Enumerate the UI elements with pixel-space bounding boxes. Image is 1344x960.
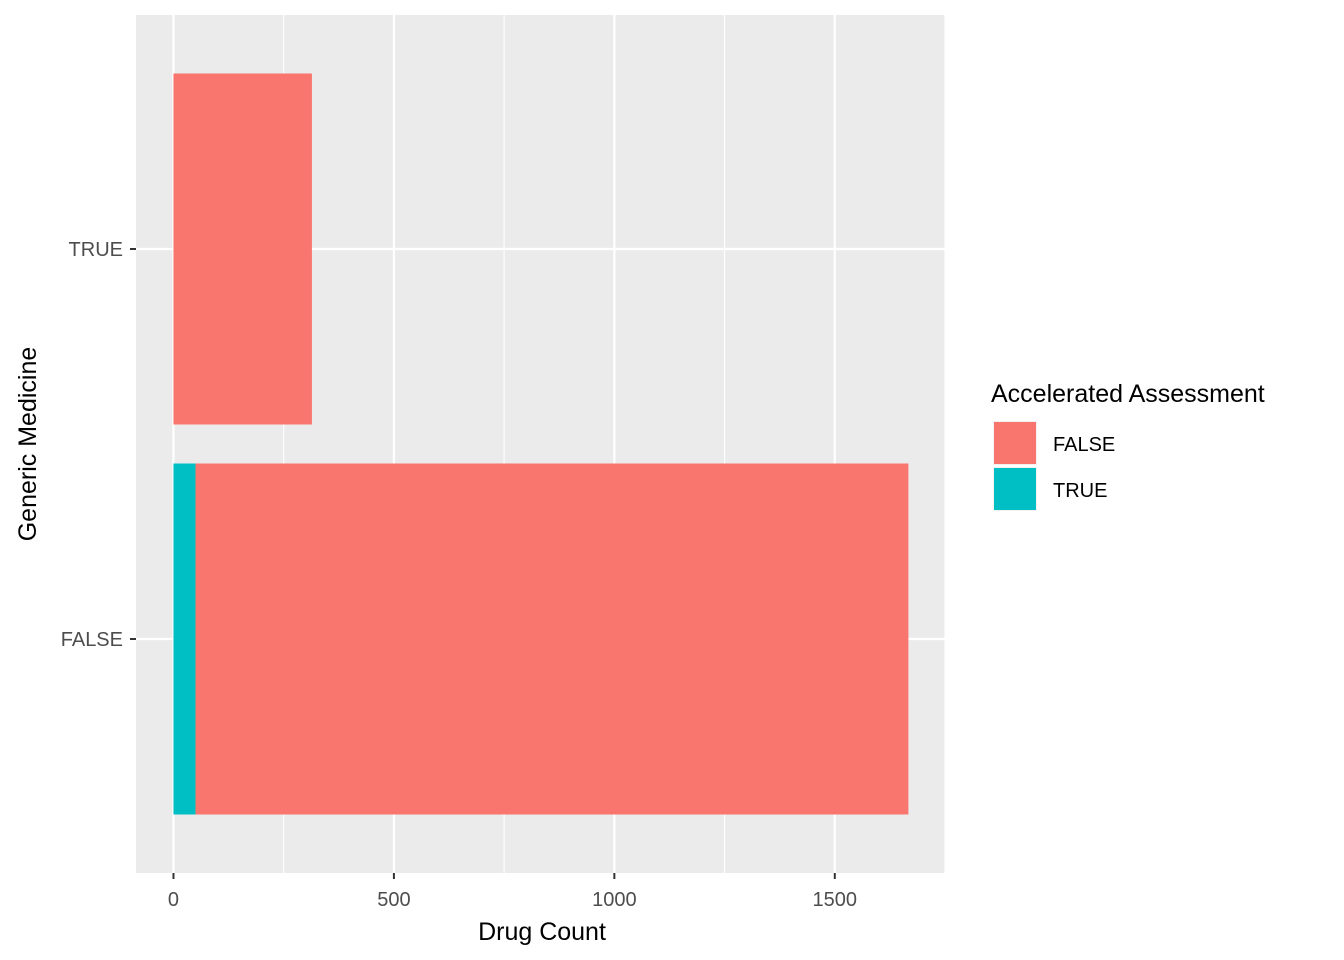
legend-swatch-true bbox=[994, 468, 1036, 510]
x-tick-label: 1000 bbox=[592, 889, 637, 911]
x-axis: 0 500 1000 1500 bbox=[168, 873, 857, 911]
legend-title: Accelerated Assessment bbox=[991, 380, 1265, 408]
x-tick-label: 500 bbox=[377, 889, 410, 911]
y-axis: FALSE TRUE bbox=[61, 239, 136, 651]
bars bbox=[173, 73, 909, 815]
x-tick-label: 0 bbox=[168, 889, 179, 911]
bar-false-false bbox=[195, 463, 909, 815]
legend-swatch-false bbox=[994, 422, 1036, 464]
legend: Accelerated Assessment FALSE TRUE bbox=[991, 380, 1265, 511]
legend-label-true: TRUE bbox=[1053, 480, 1107, 502]
x-axis-title: Drug Count bbox=[478, 918, 606, 946]
legend-label-false: FALSE bbox=[1053, 434, 1115, 456]
y-tick-label: FALSE bbox=[61, 629, 123, 651]
x-tick-label: 1500 bbox=[813, 889, 858, 911]
bar-true-false bbox=[173, 73, 312, 425]
bar-false-true bbox=[173, 463, 196, 815]
y-axis-title: Generic Medicine bbox=[14, 347, 42, 542]
y-tick-label: TRUE bbox=[69, 239, 123, 261]
